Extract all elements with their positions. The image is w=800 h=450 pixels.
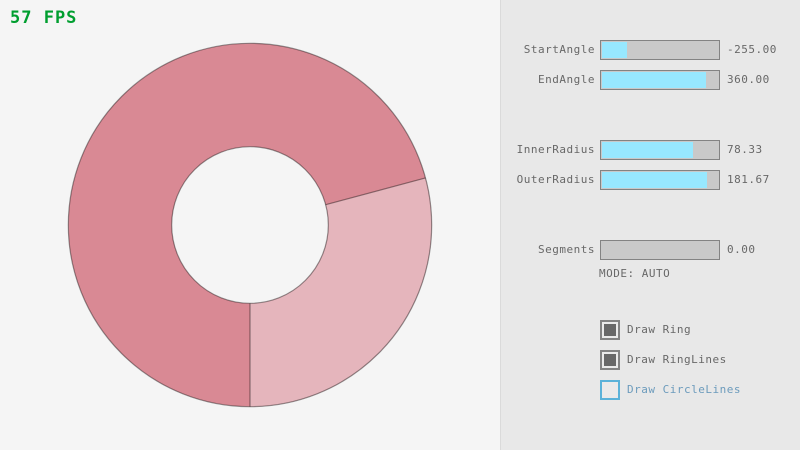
startangle-slider-fill <box>602 42 628 58</box>
outerradius-value: 181.67 <box>727 173 770 186</box>
segments-label: Segments <box>538 243 595 256</box>
checkmark <box>604 324 616 336</box>
fps-counter: 57 FPS <box>10 8 78 28</box>
controls-panel: StartAngle -255.00 EndAngle 360.00 Inner… <box>500 0 800 450</box>
checkmark <box>604 354 616 366</box>
draw-circlelines-checkbox[interactable] <box>600 380 620 400</box>
draw-ring-label: Draw Ring <box>627 323 692 336</box>
draw-ring-checkbox[interactable] <box>600 320 620 340</box>
checkbox-row-draw-circlelines: Draw CircleLines <box>501 380 800 400</box>
startangle-value: -255.00 <box>727 43 777 56</box>
segments-value: 0.00 <box>727 243 756 256</box>
draw-ringlines-checkbox[interactable] <box>600 350 620 370</box>
slider-row-innerradius: InnerRadius 78.33 <box>501 140 800 160</box>
checkbox-row-draw-ring: Draw Ring <box>501 320 800 340</box>
innerradius-value: 78.33 <box>727 143 763 156</box>
endangle-slider-fill <box>602 72 707 88</box>
checkbox-row-draw-ringlines: Draw RingLines <box>501 350 800 370</box>
slider-row-endangle: EndAngle 360.00 <box>501 70 800 90</box>
slider-row-segments: Segments 0.00 <box>501 240 800 260</box>
donut-ring-graphic <box>67 42 433 408</box>
segments-mode-label: MODE: AUTO <box>599 267 671 280</box>
outerradius-slider[interactable] <box>600 170 720 190</box>
draw-circlelines-label: Draw CircleLines <box>627 383 741 396</box>
draw-ringlines-label: Draw RingLines <box>627 353 727 366</box>
outerradius-label: OuterRadius <box>516 173 595 186</box>
outerradius-slider-fill <box>602 172 708 188</box>
endangle-slider[interactable] <box>600 70 720 90</box>
endangle-label: EndAngle <box>538 73 595 86</box>
slider-row-outerradius: OuterRadius 181.67 <box>501 170 800 190</box>
startangle-label: StartAngle <box>523 43 595 56</box>
segments-slider[interactable] <box>600 240 720 260</box>
startangle-slider[interactable] <box>600 40 720 60</box>
innerradius-slider-fill <box>602 142 693 158</box>
innerradius-label: InnerRadius <box>516 143 595 156</box>
endangle-value: 360.00 <box>727 73 770 86</box>
slider-row-startangle: StartAngle -255.00 <box>501 40 800 60</box>
innerradius-slider[interactable] <box>600 140 720 160</box>
drawing-canvas: 57 FPS <box>10 8 433 408</box>
